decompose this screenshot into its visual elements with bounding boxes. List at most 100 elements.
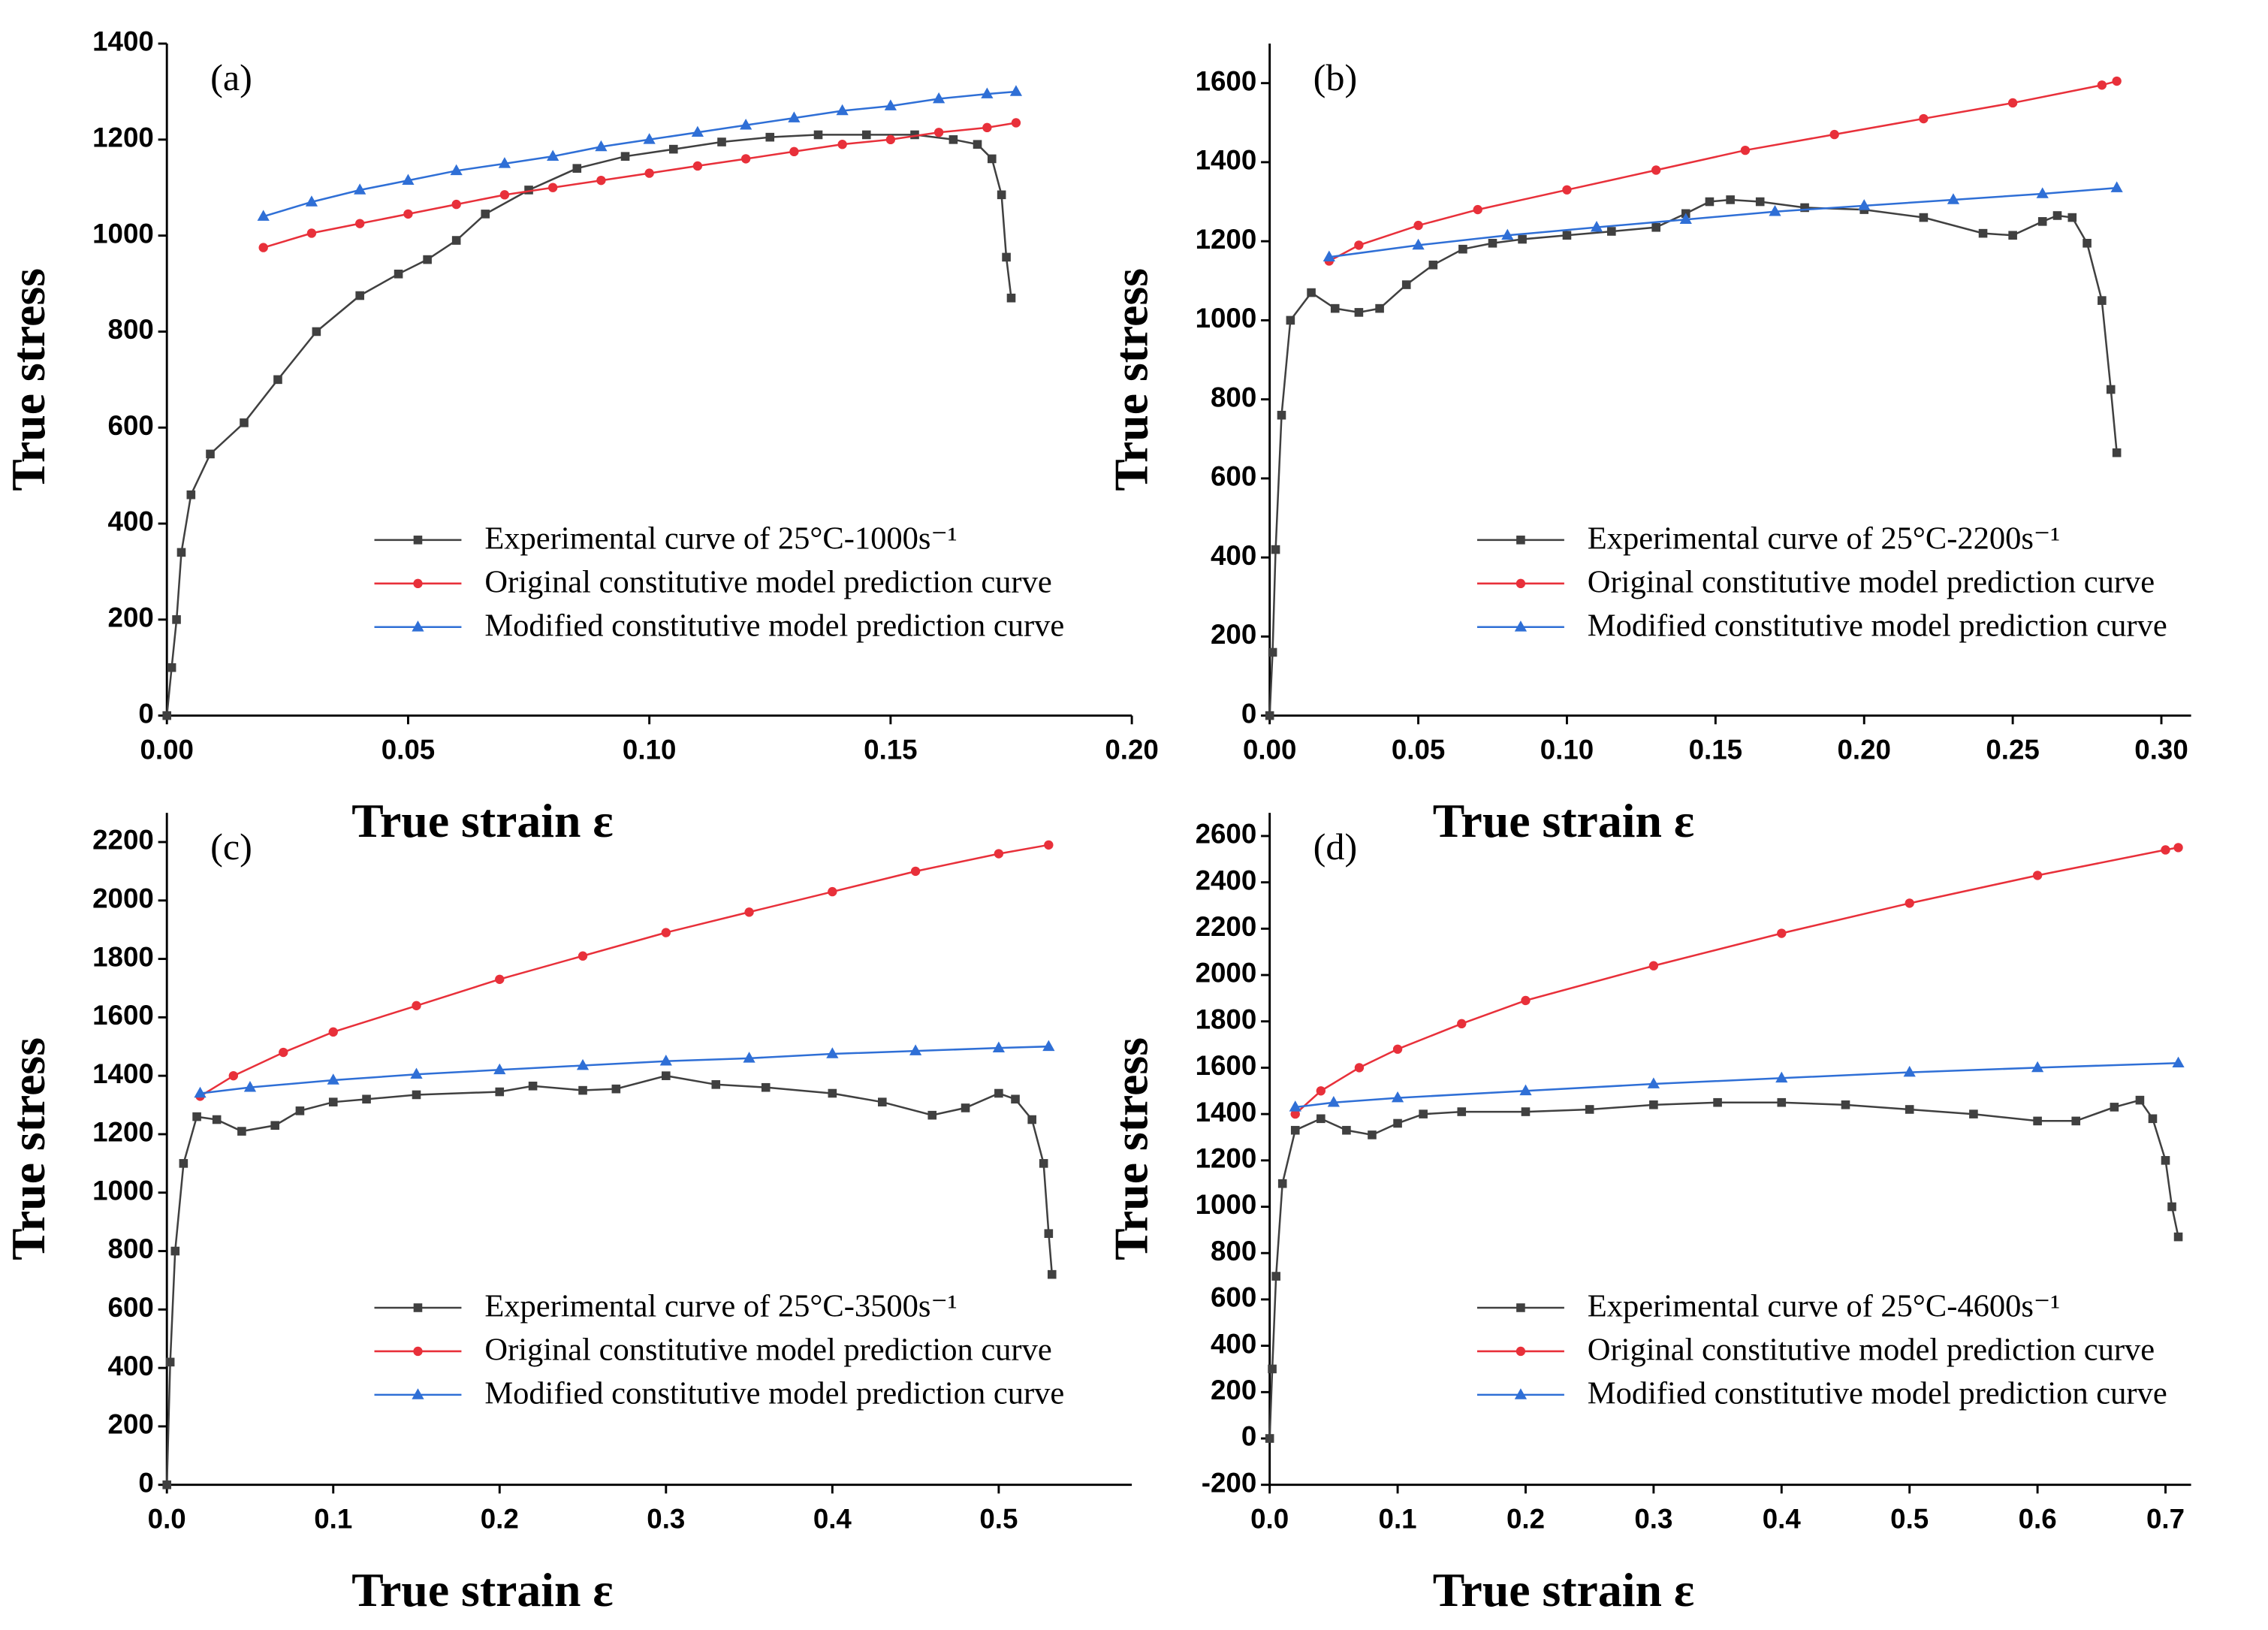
marker bbox=[295, 1106, 305, 1115]
marker bbox=[306, 228, 317, 238]
panel-label: (a) bbox=[210, 56, 252, 98]
marker bbox=[1011, 118, 1021, 128]
marker bbox=[2037, 217, 2047, 226]
y-tick-label: 600 bbox=[1211, 461, 1256, 492]
x-tick-label: 0.1 bbox=[314, 1504, 352, 1535]
marker bbox=[692, 161, 703, 171]
legend-label: Modified constitutive model prediction c… bbox=[1588, 1376, 2167, 1411]
y-tick-label: 0 bbox=[1241, 698, 1256, 729]
marker bbox=[1342, 1125, 1351, 1135]
marker bbox=[212, 1115, 222, 1124]
y-tick-label: 2600 bbox=[1196, 819, 1257, 850]
marker bbox=[1268, 1364, 1277, 1374]
marker bbox=[1457, 1107, 1467, 1116]
marker bbox=[2071, 1116, 2081, 1126]
marker bbox=[328, 1027, 338, 1037]
marker bbox=[1330, 303, 1340, 313]
x-tick-label: 0.05 bbox=[382, 735, 435, 765]
marker bbox=[1562, 231, 1572, 240]
x-tick-label: 0.2 bbox=[481, 1504, 519, 1535]
marker bbox=[1316, 1114, 1326, 1124]
legend-marker bbox=[412, 620, 424, 632]
x-tick-label: 0.05 bbox=[1392, 735, 1445, 765]
legend-marker bbox=[1514, 620, 1528, 632]
marker bbox=[362, 1094, 371, 1104]
y-tick-label: 1400 bbox=[1196, 145, 1257, 176]
marker bbox=[1354, 1063, 1365, 1073]
x-tick-label: 0.2 bbox=[1506, 1504, 1545, 1535]
marker bbox=[620, 152, 630, 161]
marker bbox=[493, 1063, 506, 1075]
marker bbox=[1268, 647, 1277, 657]
marker bbox=[1391, 1091, 1404, 1103]
marker bbox=[1800, 203, 1809, 213]
marker bbox=[237, 1127, 246, 1136]
marker bbox=[228, 1070, 238, 1081]
marker bbox=[498, 157, 511, 168]
marker bbox=[662, 1071, 671, 1080]
y-tick-label: 1400 bbox=[92, 26, 154, 57]
marker bbox=[2148, 1114, 2158, 1124]
marker bbox=[495, 974, 505, 984]
y-tick-label: 1400 bbox=[92, 1058, 154, 1089]
marker bbox=[162, 1480, 171, 1490]
marker bbox=[257, 210, 270, 221]
legend-marker bbox=[413, 578, 423, 588]
marker bbox=[2052, 211, 2062, 220]
y-tick-label: 800 bbox=[108, 1233, 154, 1264]
x-tick-label: 0.6 bbox=[2019, 1504, 2057, 1535]
marker bbox=[2112, 76, 2122, 86]
series-line bbox=[1329, 186, 2117, 258]
marker bbox=[2083, 238, 2092, 248]
y-tick-label: 600 bbox=[108, 410, 154, 441]
y-tick-label: 2200 bbox=[92, 825, 154, 856]
marker bbox=[997, 190, 1006, 200]
marker bbox=[328, 1097, 338, 1106]
series-line bbox=[1294, 847, 2179, 1115]
legend-marker bbox=[1516, 578, 1526, 588]
marker bbox=[1905, 1105, 1914, 1114]
marker bbox=[2098, 296, 2107, 305]
marker bbox=[2033, 1116, 2042, 1126]
marker bbox=[1769, 205, 1781, 216]
y-tick-label: 400 bbox=[1211, 540, 1256, 571]
marker bbox=[1713, 1097, 1722, 1107]
x-tick-label: 0.4 bbox=[813, 1504, 852, 1535]
marker bbox=[992, 1041, 1005, 1053]
y-tick-label: 1000 bbox=[1196, 1189, 1257, 1220]
legend-label: Original constitutive model prediction c… bbox=[484, 1333, 1051, 1368]
marker bbox=[661, 928, 671, 937]
x-tick-label: 0.00 bbox=[1243, 735, 1296, 765]
marker bbox=[576, 1058, 590, 1070]
marker bbox=[2161, 1156, 2170, 1165]
marker bbox=[973, 140, 982, 149]
marker bbox=[2161, 845, 2170, 855]
marker bbox=[717, 137, 726, 146]
y-axis-label: True stress bbox=[1105, 1037, 1158, 1260]
marker bbox=[2008, 231, 2017, 240]
legend-label: Modified constitutive model prediction c… bbox=[1588, 608, 2167, 643]
marker bbox=[578, 951, 588, 961]
marker bbox=[2007, 98, 2018, 108]
marker bbox=[761, 1082, 771, 1092]
marker bbox=[170, 1246, 180, 1256]
marker bbox=[167, 663, 176, 672]
marker bbox=[1428, 260, 1438, 270]
marker bbox=[994, 849, 1004, 859]
marker bbox=[1289, 1100, 1301, 1112]
marker bbox=[1649, 1100, 1658, 1109]
marker bbox=[1265, 711, 1274, 720]
y-tick-label: 1200 bbox=[92, 1117, 154, 1148]
marker bbox=[1368, 1130, 1377, 1139]
marker bbox=[1265, 1434, 1274, 1443]
x-axis-label: True strain ε bbox=[1433, 1563, 1694, 1616]
marker bbox=[1042, 1040, 1055, 1052]
marker bbox=[961, 1103, 970, 1112]
y-tick-label: 200 bbox=[108, 602, 154, 633]
y-tick-label: 1000 bbox=[1196, 303, 1257, 334]
marker bbox=[192, 1112, 201, 1121]
marker bbox=[279, 1047, 288, 1058]
x-tick-label: 0.15 bbox=[864, 735, 917, 765]
marker bbox=[933, 92, 946, 104]
y-tick-label: 400 bbox=[108, 506, 154, 537]
